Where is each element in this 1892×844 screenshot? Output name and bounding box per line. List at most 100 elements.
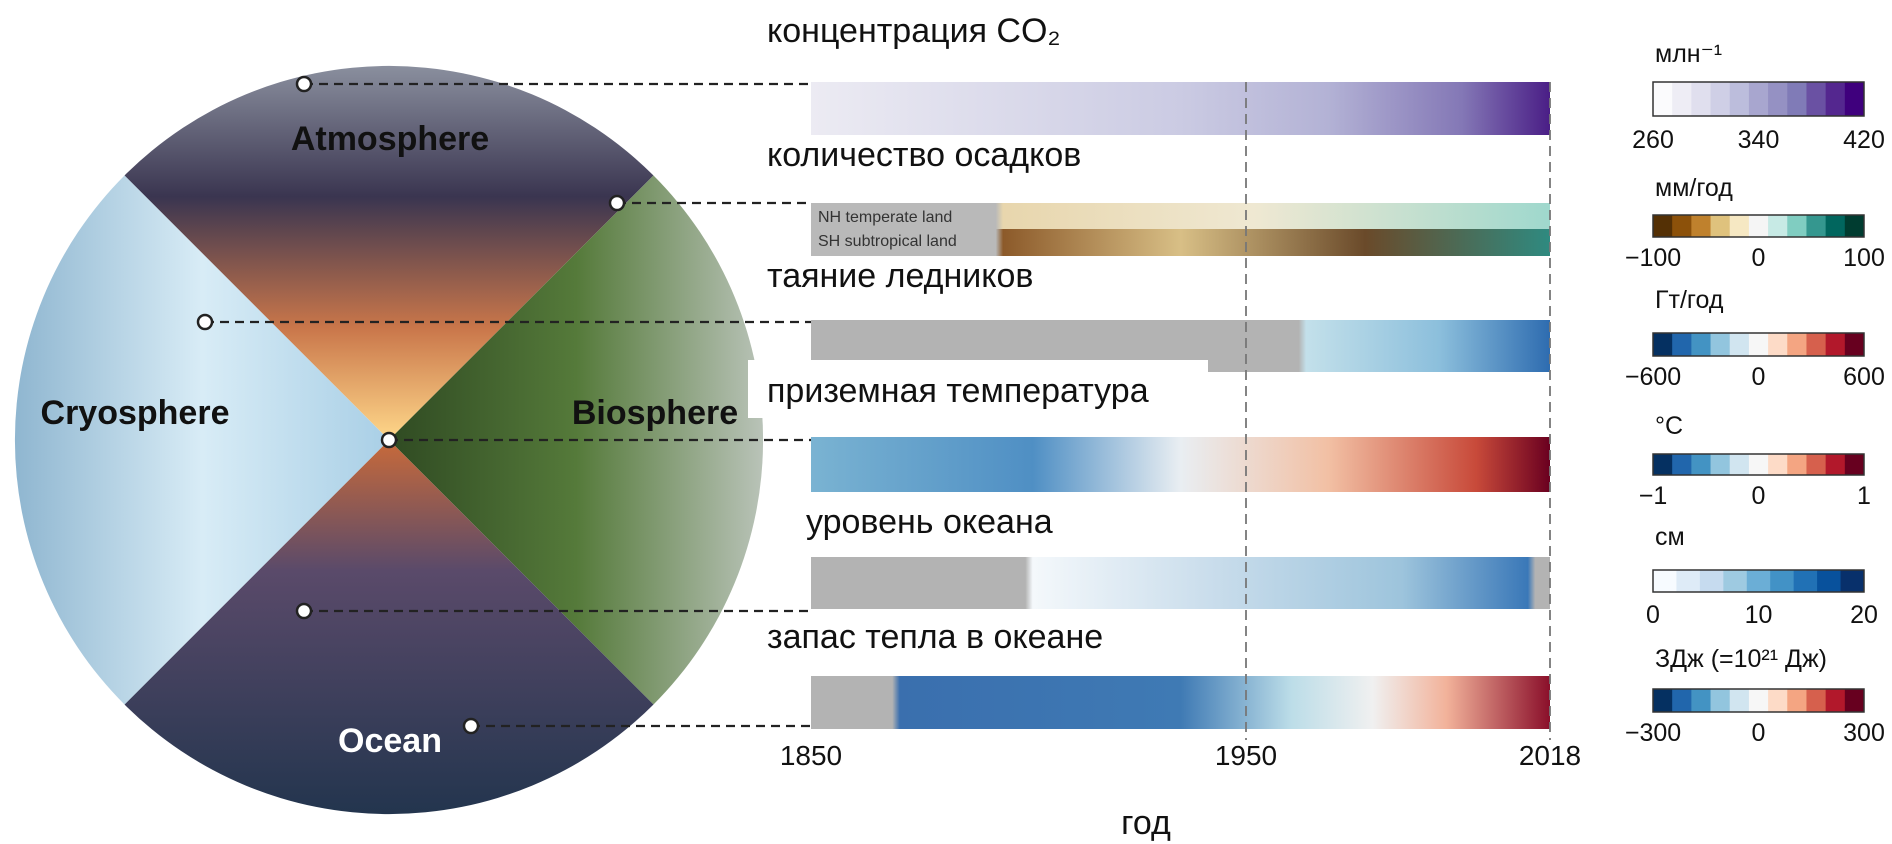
colorbar-tick: 600 — [1843, 363, 1885, 391]
colorbar-tick: −1 — [1639, 482, 1668, 510]
colorbar-frame — [1652, 453, 1865, 476]
year-tick: 1850 — [780, 740, 842, 771]
label-backdrop — [760, 257, 1080, 313]
colorbar-cell — [1768, 689, 1788, 712]
colorbar-frame — [1652, 688, 1865, 713]
colorbar-tick: 0 — [1752, 363, 1766, 391]
colorbar-cell — [1768, 82, 1788, 116]
colorbar-cell — [1699, 570, 1724, 592]
connector-dot — [196, 313, 214, 331]
colorbar-unit: °C — [1655, 412, 1683, 440]
row-title: уровень океана — [806, 503, 1053, 541]
label-backdrop — [748, 360, 1208, 418]
colorbar-tick: 0 — [1752, 482, 1766, 510]
colorbar-cell — [1825, 454, 1846, 475]
colorbar-cell — [1691, 215, 1712, 237]
colorbar-cell — [1653, 454, 1673, 475]
colorbar-cell — [1844, 689, 1865, 712]
colorbar-cell — [1672, 333, 1692, 356]
colorbar-tick: 260 — [1632, 126, 1674, 154]
colorbar-cell — [1653, 689, 1673, 712]
stripes — [811, 82, 1550, 135]
row-title: таяние ледников — [767, 257, 1033, 295]
colorbar-cell — [1748, 689, 1769, 712]
stripes — [811, 229, 1550, 256]
colorbar-tick: −100 — [1625, 244, 1681, 272]
colorbar-tick: −600 — [1625, 363, 1681, 391]
colorbar-unit: мм/год — [1655, 174, 1733, 202]
colorbar-cell — [1768, 215, 1788, 237]
colorbar-tick: 20 — [1850, 601, 1878, 629]
colorbar-frame — [1652, 81, 1865, 117]
colorbar-cell — [1746, 570, 1771, 592]
stripes — [811, 557, 1550, 609]
colorbar-cell — [1768, 454, 1788, 475]
connector-dot — [608, 194, 626, 212]
x-axis-label: год — [1121, 804, 1171, 842]
colorbar-cell — [1729, 689, 1750, 712]
stripes — [811, 676, 1550, 729]
colorbar-cell — [1806, 689, 1827, 712]
colorbar-cell — [1729, 82, 1750, 116]
colorbar-cell — [1844, 82, 1865, 116]
colorbar-cell — [1844, 333, 1865, 356]
colorbar-cell — [1806, 454, 1827, 475]
row-title: концентрация CO₂ — [767, 12, 1061, 50]
colorbar-tick: 0 — [1752, 244, 1766, 272]
colorbar-cell — [1710, 215, 1731, 237]
colorbar-cell — [1672, 454, 1692, 475]
row-title: запас тепла в океане — [767, 618, 1103, 656]
colorbar-cell — [1825, 689, 1846, 712]
colorbar-cell — [1691, 333, 1712, 356]
colorbar-cell — [1787, 689, 1807, 712]
colorbar-cell — [1710, 82, 1731, 116]
colorbar-cell — [1729, 454, 1750, 475]
colorbar-cell — [1729, 333, 1750, 356]
colorbar-cell — [1729, 215, 1750, 237]
colorbar-cell — [1806, 82, 1827, 116]
colorbar-unit: Гт/год — [1655, 286, 1724, 314]
sphere-label: Atmosphere — [291, 120, 489, 158]
colorbar-cell — [1793, 570, 1818, 592]
sphere-label: Cryosphere — [41, 394, 230, 432]
colorbar-cell — [1844, 454, 1865, 475]
colorbar-cell — [1676, 570, 1701, 592]
year-tick: 2018 — [1519, 740, 1581, 771]
label-backdrop — [760, 612, 1150, 664]
colorbar-cell — [1653, 82, 1673, 116]
colorbar-tick: 0 — [1752, 719, 1766, 747]
colorbar-cell — [1748, 82, 1769, 116]
colorbar-cell — [1691, 454, 1712, 475]
colorbar-tick: 300 — [1843, 719, 1885, 747]
colorbar-cell — [1691, 82, 1712, 116]
colorbar-tick: 100 — [1843, 244, 1885, 272]
colorbar-cell — [1672, 689, 1692, 712]
colorbar-frame — [1652, 569, 1865, 593]
connector-dot — [295, 75, 313, 93]
colorbar-cell — [1691, 689, 1712, 712]
colorbar-unit: млн⁻¹ — [1655, 40, 1722, 68]
label-backdrop — [760, 136, 1132, 188]
colorbar-cell — [1787, 215, 1807, 237]
land-label: SH subtropical land — [818, 233, 957, 250]
cryosphere-wedge — [14, 175, 389, 705]
colorbar-tick: 420 — [1843, 126, 1885, 154]
sphere-label: Biosphere — [572, 394, 738, 432]
colorbar-cell — [1825, 82, 1846, 116]
colorbar-cell — [1825, 333, 1846, 356]
colorbar-cell — [1768, 333, 1788, 356]
colorbar-cell — [1770, 570, 1795, 592]
colorbar-cell — [1844, 215, 1865, 237]
colorbar-cell — [1653, 215, 1673, 237]
colorbar-cell — [1787, 454, 1807, 475]
colorbar-cell — [1806, 333, 1827, 356]
colorbar-cell — [1710, 333, 1731, 356]
colorbar-tick: 0 — [1646, 601, 1660, 629]
connector-dot — [295, 602, 313, 620]
colorbar-frame — [1652, 332, 1865, 357]
colorbar-cell — [1710, 454, 1731, 475]
colorbar-cell — [1825, 215, 1846, 237]
ocean-wedge — [124, 440, 654, 815]
colorbar-cell — [1806, 215, 1827, 237]
